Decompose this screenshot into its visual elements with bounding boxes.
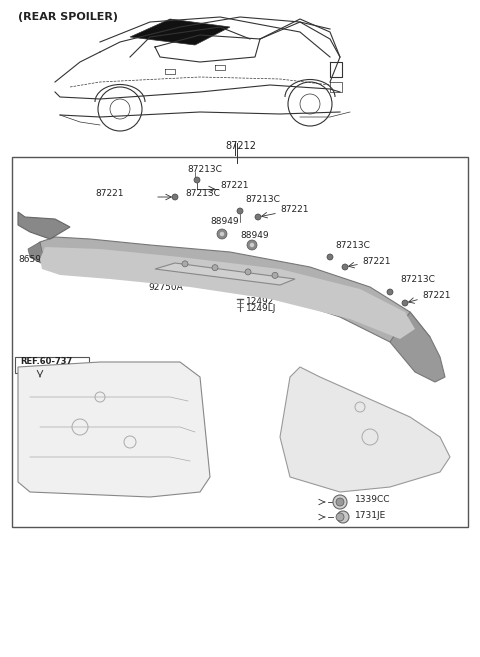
Polygon shape	[18, 362, 210, 497]
Text: 87213C: 87213C	[187, 164, 222, 173]
Text: 87221: 87221	[422, 292, 451, 300]
Text: 86593B: 86593B	[18, 256, 53, 265]
Circle shape	[387, 289, 393, 295]
Circle shape	[250, 242, 254, 247]
Text: 87221: 87221	[362, 256, 391, 265]
FancyBboxPatch shape	[12, 157, 468, 527]
Circle shape	[402, 300, 408, 306]
Polygon shape	[28, 242, 45, 265]
Circle shape	[342, 264, 348, 270]
Circle shape	[333, 495, 347, 509]
Polygon shape	[30, 237, 430, 352]
Polygon shape	[40, 247, 415, 339]
Circle shape	[337, 511, 349, 523]
Text: 87213C: 87213C	[335, 240, 370, 250]
Circle shape	[194, 177, 200, 183]
Circle shape	[327, 254, 333, 260]
Text: 87213C: 87213C	[185, 189, 220, 198]
Circle shape	[247, 240, 257, 250]
Text: 12492: 12492	[246, 297, 275, 306]
Text: 92750A: 92750A	[148, 283, 183, 292]
Polygon shape	[130, 19, 230, 45]
Text: 1249LJ: 1249LJ	[246, 304, 276, 313]
Text: 87212: 87212	[225, 141, 256, 151]
Circle shape	[272, 273, 278, 279]
Circle shape	[255, 214, 261, 220]
Polygon shape	[18, 212, 70, 239]
Text: 1731JE: 1731JE	[355, 510, 386, 520]
Text: 1339CC: 1339CC	[355, 495, 391, 505]
Text: 87213C: 87213C	[400, 275, 435, 284]
Text: 87213C: 87213C	[245, 194, 280, 204]
Circle shape	[237, 208, 243, 214]
Circle shape	[336, 513, 344, 521]
Text: (REAR SPOILER): (REAR SPOILER)	[18, 12, 118, 22]
Circle shape	[245, 269, 251, 275]
Text: REF.60-737: REF.60-737	[20, 357, 72, 367]
Text: 88949: 88949	[210, 217, 239, 227]
Polygon shape	[390, 312, 445, 382]
Polygon shape	[155, 263, 295, 285]
FancyBboxPatch shape	[15, 357, 89, 373]
Text: 87221: 87221	[280, 206, 309, 214]
Circle shape	[172, 194, 178, 200]
Circle shape	[336, 498, 344, 506]
Circle shape	[212, 265, 218, 271]
Text: 87221: 87221	[95, 189, 123, 198]
Text: 88949: 88949	[240, 231, 269, 240]
Text: 87221: 87221	[220, 181, 249, 191]
Circle shape	[217, 229, 227, 239]
Circle shape	[182, 261, 188, 267]
Polygon shape	[280, 367, 450, 492]
Circle shape	[220, 232, 224, 237]
